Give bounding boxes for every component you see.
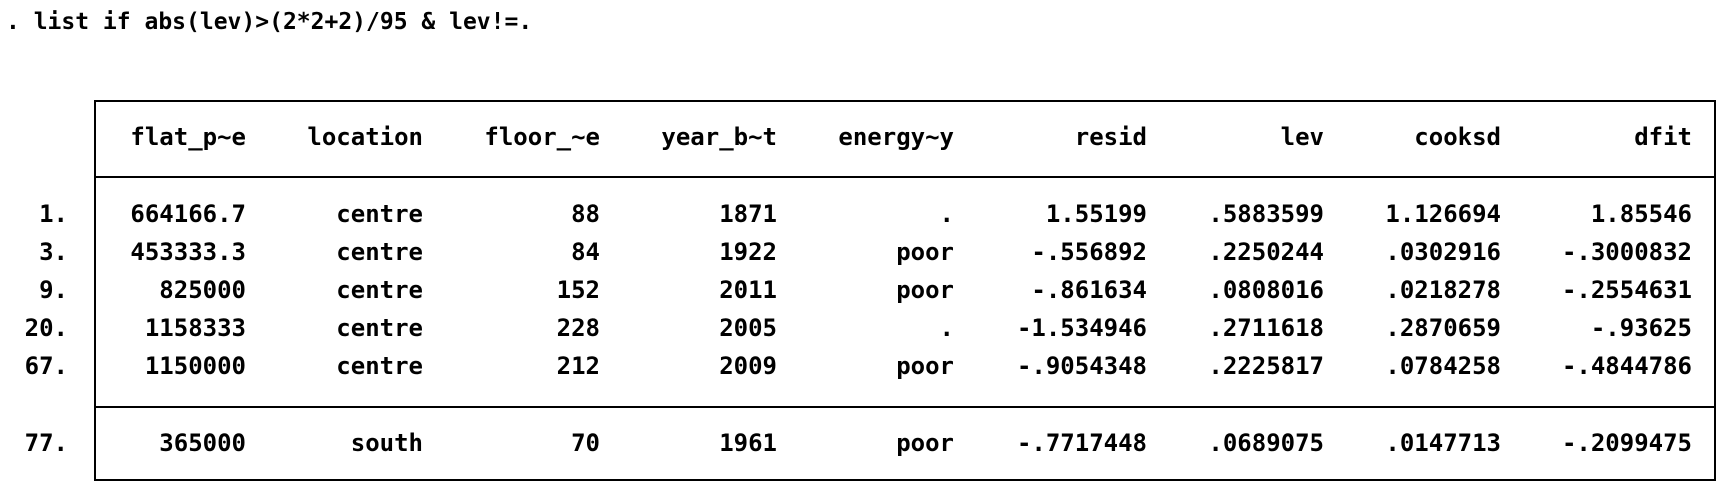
column-header: floor_~e bbox=[484, 123, 600, 151]
table-cell: 1.126694 bbox=[1385, 200, 1501, 228]
table-cell: -.4844786 bbox=[1561, 352, 1692, 380]
table-cell: .2225817 bbox=[1208, 352, 1324, 380]
table-cell: centre bbox=[336, 352, 423, 380]
table-cell: 1.55199 bbox=[1045, 200, 1147, 228]
table-cell: -.556892 bbox=[1031, 238, 1147, 266]
table-cell: 453333.3 bbox=[130, 238, 246, 266]
observation-number: 20. bbox=[24, 314, 68, 342]
column-header: flat_p~e bbox=[130, 123, 246, 151]
table-cell: .2711618 bbox=[1208, 314, 1324, 342]
table-cell: 84 bbox=[571, 238, 600, 266]
table-cell: . bbox=[939, 200, 954, 228]
column-header: dfit bbox=[1634, 123, 1692, 151]
table-cell: 228 bbox=[556, 314, 600, 342]
table-cell: -.861634 bbox=[1031, 276, 1147, 304]
table-cell: -.2554631 bbox=[1561, 276, 1692, 304]
column-header: cooksd bbox=[1414, 123, 1501, 151]
table-cell: centre bbox=[336, 276, 423, 304]
table-cell: -.2099475 bbox=[1561, 429, 1692, 457]
table-cell: poor bbox=[896, 352, 954, 380]
table-cell: 1871 bbox=[719, 200, 777, 228]
table-cell: .2250244 bbox=[1208, 238, 1324, 266]
table-cell: 70 bbox=[571, 429, 600, 457]
table-cell: .0147713 bbox=[1385, 429, 1501, 457]
column-header: energy~y bbox=[838, 123, 954, 151]
header-divider bbox=[94, 176, 1716, 178]
observation-number: 67. bbox=[24, 352, 68, 380]
table-cell: 1.85546 bbox=[1590, 200, 1692, 228]
table-cell: 2009 bbox=[719, 352, 777, 380]
stata-command-line: . list if abs(lev)>(2*2+2)/95 & lev!=. bbox=[6, 9, 533, 35]
table-cell: .0302916 bbox=[1385, 238, 1501, 266]
table-cell: centre bbox=[336, 238, 423, 266]
table-cell: .0784258 bbox=[1385, 352, 1501, 380]
table-cell: -1.534946 bbox=[1016, 314, 1147, 342]
table-cell: poor bbox=[896, 429, 954, 457]
table-cell: .0218278 bbox=[1385, 276, 1501, 304]
table-cell: centre bbox=[336, 200, 423, 228]
table-cell: 1150000 bbox=[144, 352, 246, 380]
observation-number: 77. bbox=[24, 429, 68, 457]
column-header: resid bbox=[1074, 123, 1147, 151]
table-cell: 365000 bbox=[159, 429, 246, 457]
table-cell: -.7717448 bbox=[1016, 429, 1147, 457]
table-cell: 1922 bbox=[719, 238, 777, 266]
table-cell: .5883599 bbox=[1208, 200, 1324, 228]
table-cell: . bbox=[939, 314, 954, 342]
table-cell: -.93625 bbox=[1590, 314, 1692, 342]
column-header: lev bbox=[1280, 123, 1324, 151]
table-cell: 152 bbox=[556, 276, 600, 304]
table-cell: .0808016 bbox=[1208, 276, 1324, 304]
table-cell: poor bbox=[896, 238, 954, 266]
column-header: location bbox=[307, 123, 423, 151]
results-table-frame bbox=[94, 100, 1716, 481]
table-cell: 88 bbox=[571, 200, 600, 228]
table-cell: 1961 bbox=[719, 429, 777, 457]
observation-number: 9. bbox=[39, 276, 68, 304]
table-cell: poor bbox=[896, 276, 954, 304]
table-cell: 2011 bbox=[719, 276, 777, 304]
table-cell: -.9054348 bbox=[1016, 352, 1147, 380]
observation-number: 3. bbox=[39, 238, 68, 266]
table-cell: -.3000832 bbox=[1561, 238, 1692, 266]
table-cell: .0689075 bbox=[1208, 429, 1324, 457]
table-cell: 212 bbox=[556, 352, 600, 380]
table-cell: 2005 bbox=[719, 314, 777, 342]
table-cell: centre bbox=[336, 314, 423, 342]
table-cell: south bbox=[350, 429, 423, 457]
table-cell: 1158333 bbox=[144, 314, 246, 342]
table-cell: 664166.7 bbox=[130, 200, 246, 228]
row-group-divider bbox=[94, 406, 1716, 408]
observation-number: 1. bbox=[39, 200, 68, 228]
column-header: year_b~t bbox=[661, 123, 777, 151]
table-cell: 825000 bbox=[159, 276, 246, 304]
table-cell: .2870659 bbox=[1385, 314, 1501, 342]
